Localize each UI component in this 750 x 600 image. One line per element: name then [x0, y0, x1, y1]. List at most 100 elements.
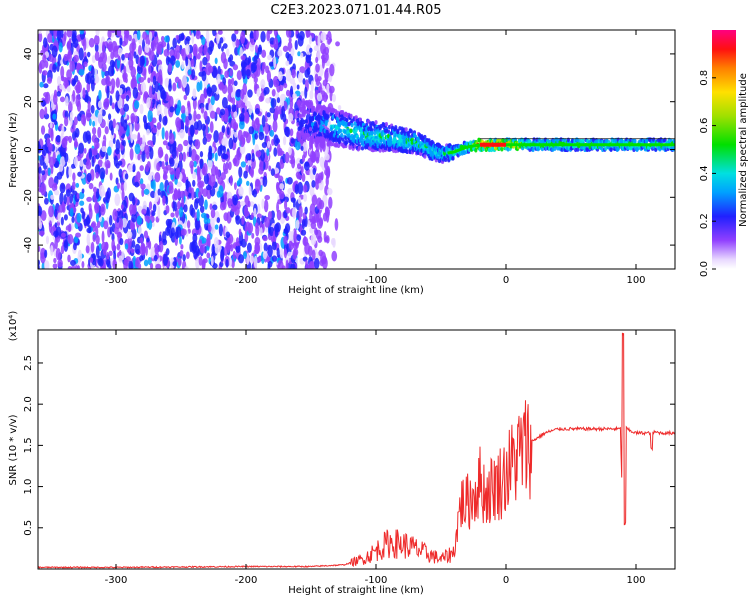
spectrum-point — [335, 41, 340, 47]
colorbar: 0.0 0.2 0.4 0.6 0.8 Normalized spectral ampl… — [699, 30, 749, 277]
spectrum-point — [214, 224, 219, 230]
spectrum-point — [138, 76, 145, 83]
spectrum-point — [70, 265, 76, 269]
spectrum-point — [277, 71, 283, 82]
spectrum-point — [247, 89, 253, 98]
spectrum-point — [164, 35, 170, 43]
spectrum-point — [310, 80, 314, 92]
spectrum-point — [180, 113, 185, 120]
x-tick-label: 100 — [626, 575, 645, 586]
spectrum-point — [146, 208, 150, 216]
spectrum-point — [134, 143, 141, 155]
spectrum-ridge-point — [404, 127, 408, 132]
spectrum-point — [234, 132, 238, 138]
x-tick-label: -300 — [105, 275, 128, 286]
spectrum-point — [260, 30, 266, 43]
spectrum-point — [232, 250, 236, 260]
spectrum-point — [190, 58, 195, 67]
spectrum-point — [240, 55, 246, 61]
spectrum-point — [140, 81, 147, 93]
spectrum-point — [147, 77, 151, 84]
spectrum-point — [165, 218, 171, 227]
spectrum-point — [152, 75, 157, 86]
spectrum-point — [315, 56, 319, 64]
spectrum-point — [231, 97, 236, 106]
spectrum-point — [90, 75, 95, 85]
spectrum-point — [68, 166, 72, 178]
colorbar-tick-label: 0.2 — [699, 213, 710, 229]
spectrum-point — [72, 90, 76, 102]
spectrum-point — [53, 257, 57, 264]
spectrum-point — [228, 137, 234, 150]
spectrum-point — [247, 159, 252, 166]
spectrum-point — [107, 162, 111, 169]
spectrum-point — [200, 212, 207, 219]
spectrum-point — [99, 167, 106, 180]
spectrum-point — [72, 181, 76, 190]
spectrum-point — [261, 141, 268, 149]
spectrum-point — [117, 47, 123, 57]
spectrum-point — [76, 212, 82, 223]
spectrum-point — [248, 153, 252, 161]
spectrum-point — [206, 252, 211, 259]
spectrum-point — [202, 162, 208, 176]
spectrum-point — [240, 161, 247, 168]
spectrum-ridge-point — [409, 129, 413, 134]
spectrum-point — [59, 96, 66, 103]
spectrum-point — [56, 75, 62, 86]
spectrum-point — [136, 171, 141, 182]
spectrum-ridge-point — [423, 154, 427, 159]
spectrum-ridge-point — [306, 136, 310, 142]
spectrum-point — [40, 125, 46, 135]
spectrum-point — [92, 120, 96, 127]
spectrum-point — [53, 120, 58, 126]
spectrum-point — [110, 30, 116, 33]
spectrum-point — [285, 68, 292, 82]
spectrum-point — [177, 257, 182, 267]
spectrum-point — [113, 155, 119, 167]
spectrum-point — [119, 217, 124, 230]
spectrum-point — [239, 134, 246, 148]
spectrum-point — [110, 124, 114, 136]
spectrum-point — [273, 147, 278, 157]
spectrum-point — [322, 79, 328, 87]
spectrum-ridge-point — [500, 147, 504, 152]
spectrum-point — [282, 45, 289, 52]
spectrum-point — [130, 112, 136, 122]
spectrum-point — [198, 239, 203, 247]
spectrum-point — [123, 65, 127, 75]
spectrum-point — [238, 113, 245, 122]
spectrum-point — [181, 75, 188, 88]
spectrum-point — [43, 37, 48, 48]
spectrum-point — [219, 202, 226, 211]
spectrum-point — [279, 183, 285, 190]
spectrum-point — [45, 91, 51, 104]
spectrum-point — [178, 206, 184, 218]
spectrum-point — [88, 37, 95, 48]
spectrum-point — [119, 238, 124, 246]
spectrum-point — [297, 196, 302, 204]
spectrum-point — [185, 251, 190, 259]
spectrum-point — [197, 181, 204, 188]
spectrum-point — [95, 30, 100, 37]
spectrum-point — [94, 138, 99, 150]
spectrum-point — [64, 116, 69, 127]
x-tick-label: -100 — [365, 275, 388, 286]
spectrum-point — [315, 77, 321, 86]
spectrum-point — [267, 210, 273, 220]
spectrum-point — [60, 232, 67, 238]
spectrum-point — [63, 31, 67, 42]
spectrum-point — [216, 73, 221, 85]
spectrum-point — [157, 146, 164, 159]
spectrum-point — [324, 159, 328, 170]
spectrum-point — [52, 63, 57, 73]
spectrum-point — [266, 70, 272, 83]
spectrum-point — [66, 85, 71, 93]
x-tick-label: 100 — [626, 275, 645, 286]
spectrum-point — [267, 30, 273, 35]
spectrum-point — [77, 36, 81, 42]
spectrum-point — [185, 107, 189, 117]
spectrum-point — [316, 48, 321, 61]
spectrum-point — [158, 113, 162, 123]
spectrum-point — [127, 164, 133, 173]
